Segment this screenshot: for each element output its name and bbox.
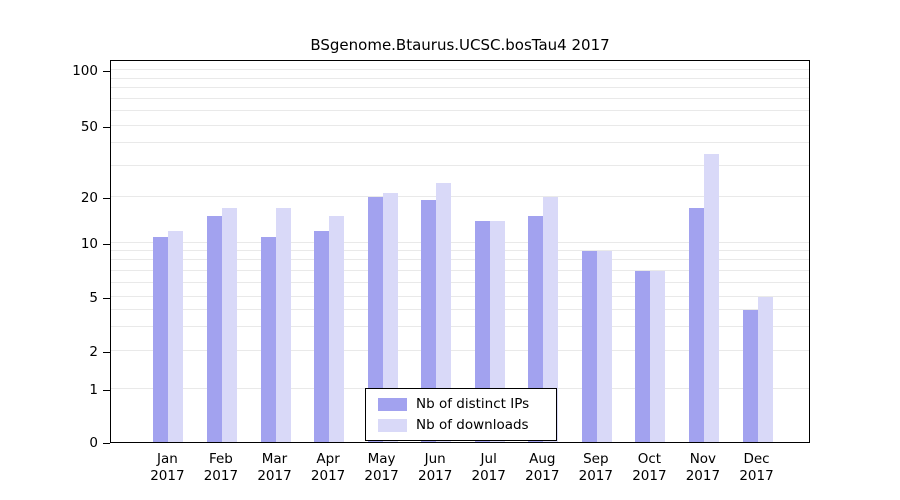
x-tick-label-apr: Apr 2017 bbox=[310, 451, 346, 484]
gridline bbox=[111, 281, 809, 283]
bar-distinct-ips-dec bbox=[742, 310, 758, 442]
y-tick bbox=[103, 243, 110, 245]
bar-distinct-ips-sep bbox=[581, 251, 597, 442]
y-tick-label: 10 bbox=[80, 235, 98, 252]
x-tick-label-aug: Aug 2017 bbox=[525, 451, 560, 484]
legend: Nb of distinct IPs Nb of downloads bbox=[365, 388, 557, 441]
gridline bbox=[111, 97, 809, 99]
y-tick bbox=[103, 443, 110, 444]
legend-label-downloads: Nb of downloads bbox=[416, 417, 529, 433]
bar-downloads-oct bbox=[650, 270, 666, 442]
gridline bbox=[111, 164, 809, 166]
bar-distinct-ips-nov bbox=[688, 207, 704, 442]
y-tick-label: 5 bbox=[89, 289, 98, 306]
bar-downloads-sep bbox=[596, 251, 612, 442]
chart-title: BSgenome.Btaurus.UCSC.bosTau4 2017 bbox=[310, 36, 610, 54]
gridline bbox=[111, 295, 809, 297]
gridline bbox=[111, 195, 809, 197]
gridline bbox=[111, 250, 809, 251]
bar-downloads-aug bbox=[543, 196, 559, 442]
bar-downloads-apr bbox=[329, 216, 345, 442]
bar-distinct-ips-jan bbox=[153, 236, 169, 442]
bar-downloads-jun bbox=[436, 182, 452, 442]
x-tick-label-jul: Jul 2017 bbox=[471, 451, 506, 484]
y-tick bbox=[103, 197, 110, 199]
y-tick-label: 2 bbox=[89, 343, 98, 360]
legend-label-distinct-ips: Nb of distinct IPs bbox=[416, 396, 530, 412]
bar-downloads-feb bbox=[222, 207, 237, 442]
x-tick-label-mar: Mar 2017 bbox=[257, 451, 292, 484]
gridline bbox=[111, 87, 809, 89]
legend-item-downloads: Nb of downloads bbox=[378, 417, 544, 433]
x-tick-label-sep: Sep 2017 bbox=[578, 451, 613, 484]
y-tick bbox=[103, 297, 110, 299]
bar-distinct-ips-apr bbox=[314, 230, 330, 442]
y-tick bbox=[103, 127, 110, 128]
gridline bbox=[111, 110, 809, 112]
gridline bbox=[111, 349, 809, 351]
gridline bbox=[111, 241, 809, 243]
x-tick-label-dec: Dec 2017 bbox=[739, 451, 774, 484]
bar-distinct-ips-jun bbox=[421, 200, 437, 442]
bar-downloads-jan bbox=[168, 230, 184, 442]
x-tick-label-jan: Jan 2017 bbox=[150, 451, 185, 484]
bar-distinct-ips-aug bbox=[528, 216, 544, 442]
gridline bbox=[111, 125, 809, 126]
y-tick-label: 20 bbox=[80, 189, 98, 206]
bar-distinct-ips-oct bbox=[635, 270, 651, 442]
bar-distinct-ips-may bbox=[367, 196, 383, 442]
y-tick-label: 100 bbox=[72, 63, 98, 80]
gridline bbox=[111, 69, 809, 71]
bar-distinct-ips-feb bbox=[207, 216, 222, 442]
bar-downloads-may bbox=[382, 193, 398, 442]
bar-downloads-nov bbox=[703, 153, 719, 442]
y-tick-label: 1 bbox=[89, 382, 98, 399]
y-tick bbox=[103, 71, 110, 73]
gridline bbox=[111, 309, 809, 310]
bar-distinct-ips-jul bbox=[474, 220, 490, 442]
gridline bbox=[111, 142, 809, 144]
gridline bbox=[111, 325, 809, 327]
legend-item-distinct-ips: Nb of distinct IPs bbox=[378, 396, 544, 412]
x-tick-label-may: May 2017 bbox=[364, 451, 399, 484]
y-tick bbox=[103, 351, 110, 353]
x-tick-label-feb: Feb 2017 bbox=[203, 451, 239, 484]
y-tick-label: 50 bbox=[80, 119, 98, 135]
x-tick-label-nov: Nov 2017 bbox=[685, 451, 721, 484]
legend-swatch-downloads bbox=[378, 418, 407, 432]
x-tick-label-oct: Oct 2017 bbox=[632, 451, 667, 484]
plot-area bbox=[110, 60, 810, 443]
gridline bbox=[111, 77, 809, 79]
bar-downloads-jul bbox=[489, 220, 505, 442]
bar-downloads-mar bbox=[275, 207, 291, 442]
bar-downloads-dec bbox=[757, 296, 773, 442]
gridline bbox=[111, 269, 809, 271]
y-tick bbox=[103, 390, 110, 392]
y-tick-label: 0 bbox=[89, 435, 98, 451]
gridline bbox=[111, 259, 809, 261]
x-tick-label-jun: Jun 2017 bbox=[418, 451, 453, 484]
bar-distinct-ips-mar bbox=[260, 236, 276, 442]
legend-swatch-distinct-ips bbox=[378, 397, 407, 411]
